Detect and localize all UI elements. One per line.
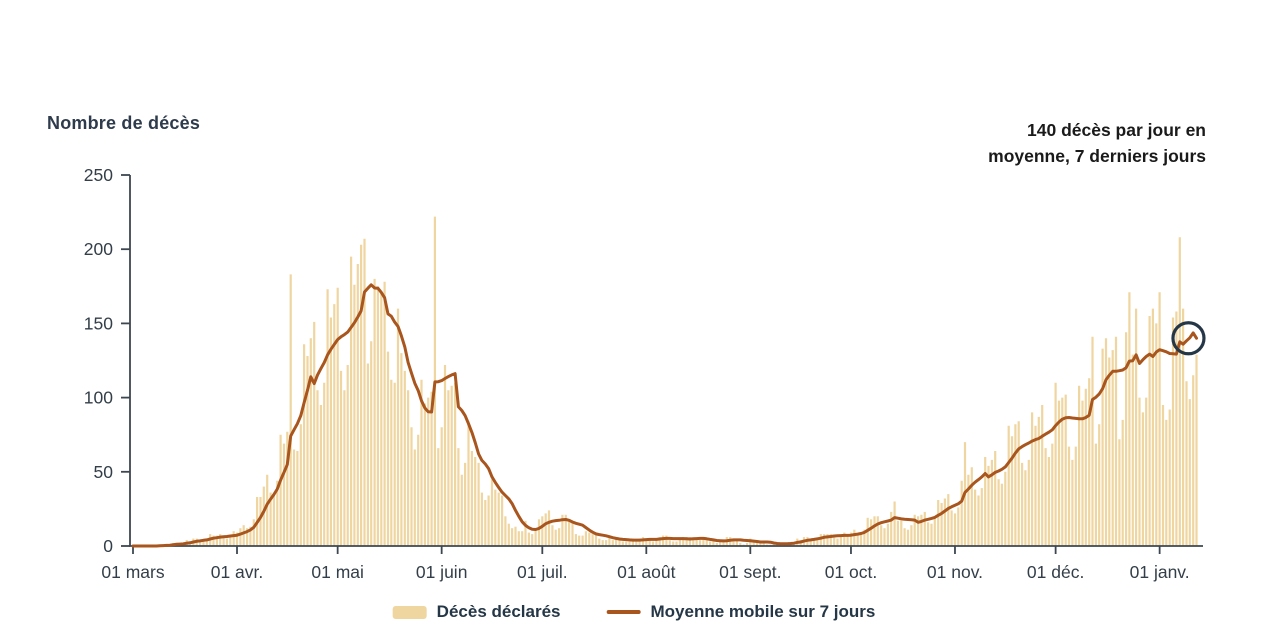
- axes: [121, 174, 1203, 554]
- x-tick-label: 01 juil.: [517, 562, 568, 582]
- deaths-bars-swatch: [392, 605, 427, 619]
- y-tick-label: 0: [103, 536, 113, 556]
- moving-average-line-swatch: [606, 610, 641, 614]
- y-tick-label: 50: [94, 462, 114, 482]
- x-tick-label: 01 déc.: [1027, 562, 1084, 582]
- x-tick-label: 01 oct.: [825, 562, 878, 582]
- x-tick-label: 01 mars: [101, 562, 164, 582]
- x-tick-label: 01 mai: [311, 562, 364, 582]
- x-tick-label: 01 juin: [416, 562, 468, 582]
- tick-labels: 0 50 100 150 200 250 01 mars 01 avr. 01 mai 01 ju…: [84, 165, 1190, 582]
- annotation-line2: moyenne, 7 derniers jours: [988, 146, 1206, 166]
- y-tick-label: 150: [84, 313, 113, 333]
- y-tick-label: 250: [84, 165, 113, 185]
- x-tick-label: 01 août: [617, 562, 676, 582]
- annotation-last-7-days: 140 décès par jour en moyenne, 7 dernier…: [988, 117, 1206, 169]
- annotation-line1: 140 décès par jour en: [1027, 120, 1206, 140]
- latest-value-highlight-circle: [1171, 321, 1206, 356]
- moving-average-line: [131, 283, 1198, 548]
- y-tick-label: 100: [84, 388, 113, 408]
- legend-label-deaths: Décès déclarés: [436, 602, 561, 621]
- legend-item-deaths-bars: Décès déclarés: [392, 602, 561, 622]
- x-tick-label: 01 sept.: [719, 562, 781, 582]
- x-tick-label: 01 avr.: [211, 562, 264, 582]
- chart-title: Nombre de décès: [47, 113, 201, 133]
- legend-label-moving-average: Moyenne mobile sur 7 jours: [650, 602, 876, 621]
- legend-item-moving-average: Moyenne mobile sur 7 jours: [606, 602, 876, 622]
- x-tick-label: 01 janv.: [1130, 562, 1190, 582]
- x-tick-label: 01 nov.: [927, 562, 983, 582]
- y-tick-label: 200: [84, 239, 113, 259]
- legend: Décès déclarés Moyenne mobile sur 7 jour…: [392, 602, 876, 622]
